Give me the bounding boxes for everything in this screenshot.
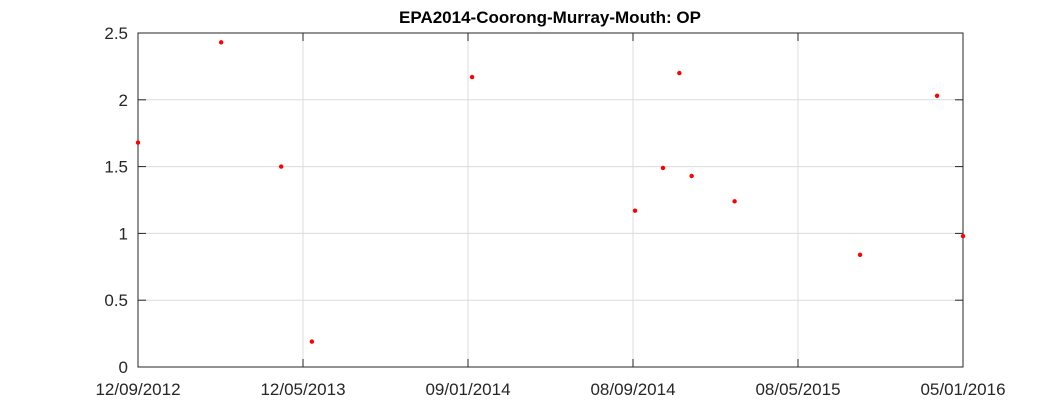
x-tick-label: 08/09/2014 bbox=[590, 380, 675, 399]
data-point bbox=[135, 140, 141, 145]
y-tick-label: 1 bbox=[119, 224, 128, 243]
data-point bbox=[689, 173, 694, 179]
y-tick-label: 0 bbox=[119, 358, 128, 377]
data-point bbox=[660, 165, 666, 171]
data-point bbox=[732, 199, 737, 204]
chart-title: EPA2014-Coorong-Murray-Mouth: OP bbox=[399, 8, 701, 27]
y-tick-label: 2.5 bbox=[104, 24, 128, 43]
y-tick-label: 0.5 bbox=[104, 291, 128, 310]
y-tick-label: 2 bbox=[119, 91, 128, 110]
grid-lines bbox=[138, 33, 963, 367]
plot-area-frame bbox=[137, 32, 964, 368]
x-tick-label: 12/05/2013 bbox=[260, 380, 345, 399]
data-points bbox=[135, 40, 966, 344]
x-tick-label: 12/09/2012 bbox=[95, 380, 180, 399]
tick-labels: 0 0.5 1 1.5 2 2.5 12/09/2012 12/05/2013 09/01/20… bbox=[95, 24, 1005, 399]
data-point bbox=[677, 70, 682, 76]
x-tick-label: 09/01/2014 bbox=[425, 380, 510, 399]
axis-ticks bbox=[137, 32, 964, 368]
data-point bbox=[469, 74, 475, 80]
data-point bbox=[960, 233, 966, 239]
data-point bbox=[309, 339, 315, 344]
data-point bbox=[278, 164, 284, 169]
data-point bbox=[632, 208, 638, 213]
data-point bbox=[857, 252, 863, 257]
data-point bbox=[934, 93, 940, 98]
y-tick-label: 1.5 bbox=[104, 158, 128, 177]
x-tick-label: 05/01/2016 bbox=[920, 380, 1005, 399]
x-tick-label: 08/05/2015 bbox=[755, 380, 840, 399]
data-point bbox=[218, 40, 224, 45]
